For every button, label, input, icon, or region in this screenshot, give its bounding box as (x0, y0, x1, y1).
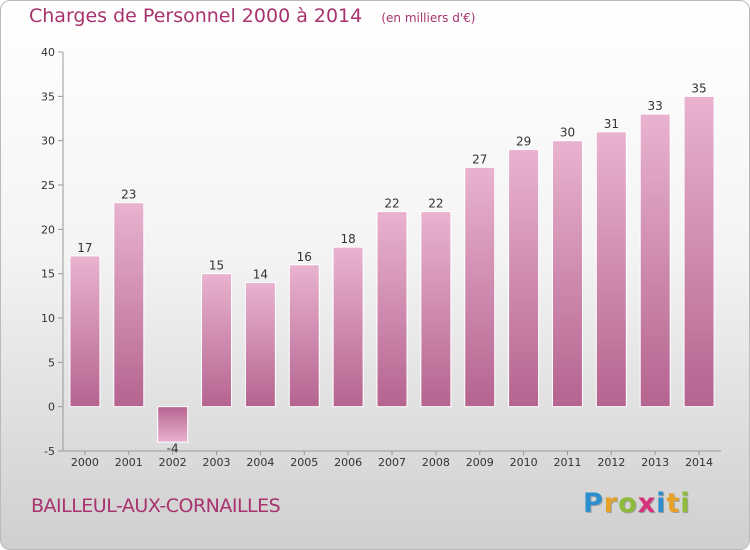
bar-2014 (683, 95, 715, 408)
y-tick-label: 0 (48, 401, 55, 414)
y-tick-label: 15 (41, 268, 55, 281)
y-tick-label: 25 (41, 179, 55, 192)
data-label: 23 (121, 188, 136, 202)
data-label: 16 (297, 250, 312, 264)
y-tick-label: 10 (41, 312, 55, 325)
logo-letter: i (656, 488, 667, 519)
bar-2008 (420, 211, 452, 408)
bar-2013 (639, 113, 671, 408)
commune-name: BAILLEUL-AUX-CORNAILLES (31, 495, 281, 517)
chart-subtitle: (en milliers d'€) (381, 11, 476, 25)
bar-2010 (508, 149, 540, 408)
data-label: 22 (428, 197, 443, 211)
bar-2000 (69, 255, 101, 408)
bar-2006 (332, 246, 364, 408)
logo-letter: t (666, 488, 681, 519)
labels: 2000 17 2001 23 2002-4 2003 15 2004 14 2005 16 2006… (71, 81, 713, 469)
data-label: 14 (253, 268, 268, 282)
bar-2004 (244, 282, 276, 408)
data-label: -4 (167, 442, 179, 456)
logo-letter: o (618, 488, 638, 519)
x-tick-label: 2007 (378, 456, 406, 469)
data-label: 17 (77, 241, 92, 255)
logo-letter: r (603, 488, 619, 519)
data-label: 31 (604, 117, 619, 131)
x-tick-label: 2012 (597, 456, 625, 469)
bar-2005 (288, 264, 320, 408)
x-tick-label: 2005 (290, 456, 318, 469)
data-label: 22 (384, 197, 399, 211)
chart-title: Charges de Personnel 2000 à 2014 (29, 5, 363, 27)
bar-2002 (157, 406, 189, 443)
x-tick-label: 2002 (159, 456, 187, 469)
data-label: 27 (472, 152, 487, 166)
y-tick-label: 35 (41, 90, 55, 103)
y-tick-label: 40 (41, 46, 55, 59)
y-tick-label: 20 (41, 223, 55, 236)
y-tick-label: 30 (41, 135, 55, 148)
x-tick-label: 2008 (422, 456, 450, 469)
logo-letter: i (680, 488, 691, 519)
logo-letter: x (637, 488, 657, 519)
data-label: 15 (209, 259, 224, 273)
x-tick-label: 2014 (685, 456, 713, 469)
bar-2001 (113, 202, 145, 408)
bar-2007 (376, 211, 408, 408)
x-tick-label: 2004 (246, 456, 274, 469)
proxiti-logo: Proxiti (583, 488, 691, 519)
y-tick-label: -5 (44, 445, 55, 458)
data-label: 35 (691, 81, 706, 95)
x-tick-label: 2000 (71, 456, 99, 469)
x-tick-label: 2009 (466, 456, 494, 469)
bar-2011 (551, 140, 583, 408)
bars (69, 95, 715, 443)
data-label: 33 (648, 99, 663, 113)
x-tick-label: 2003 (203, 456, 231, 469)
title-row: Charges de Personnel 2000 à 2014 (en mil… (29, 5, 475, 27)
x-tick-label: 2006 (334, 456, 362, 469)
x-tick-label: 2011 (553, 456, 581, 469)
data-label: 30 (560, 126, 575, 140)
x-tick-label: 2001 (115, 456, 143, 469)
bar-2009 (464, 166, 496, 408)
axes: -5 0 5 10 15 20 25 30 35 40 (41, 46, 721, 458)
x-tick-label: 2013 (641, 456, 669, 469)
logo-letter: P (583, 488, 604, 519)
data-label: 29 (516, 135, 531, 149)
bar-2012 (595, 131, 627, 408)
x-tick-label: 2010 (510, 456, 538, 469)
y-tick-label: 5 (48, 356, 55, 369)
data-label: 18 (340, 232, 355, 246)
bar-2003 (201, 273, 233, 408)
